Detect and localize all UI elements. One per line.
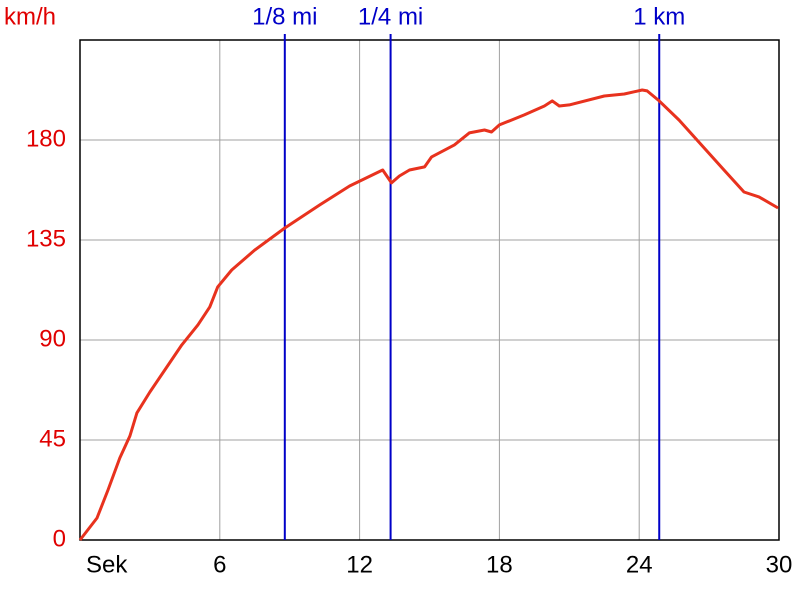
x-tick-label: 6 (213, 551, 226, 578)
x-tick-label: 30 (766, 551, 793, 578)
x-tick-label: Sek (86, 551, 128, 578)
y-tick-label: 45 (39, 425, 66, 452)
y-axis-label: km/h (4, 3, 56, 30)
distance-marker-label: 1/4 mi (358, 3, 423, 30)
x-tick-label: 24 (626, 551, 653, 578)
y-tick-label: 90 (39, 325, 66, 352)
distance-marker-label: 1 km (633, 3, 685, 30)
distance-marker-label: 1/8 mi (252, 3, 317, 30)
y-tick-label: 180 (26, 125, 66, 152)
x-tick-label: 12 (346, 551, 373, 578)
y-tick-label: 0 (53, 525, 66, 552)
x-tick-label: 18 (486, 551, 513, 578)
speed-line (78, 88, 779, 541)
y-tick-label: 135 (26, 225, 66, 252)
plot-border (79, 39, 780, 541)
